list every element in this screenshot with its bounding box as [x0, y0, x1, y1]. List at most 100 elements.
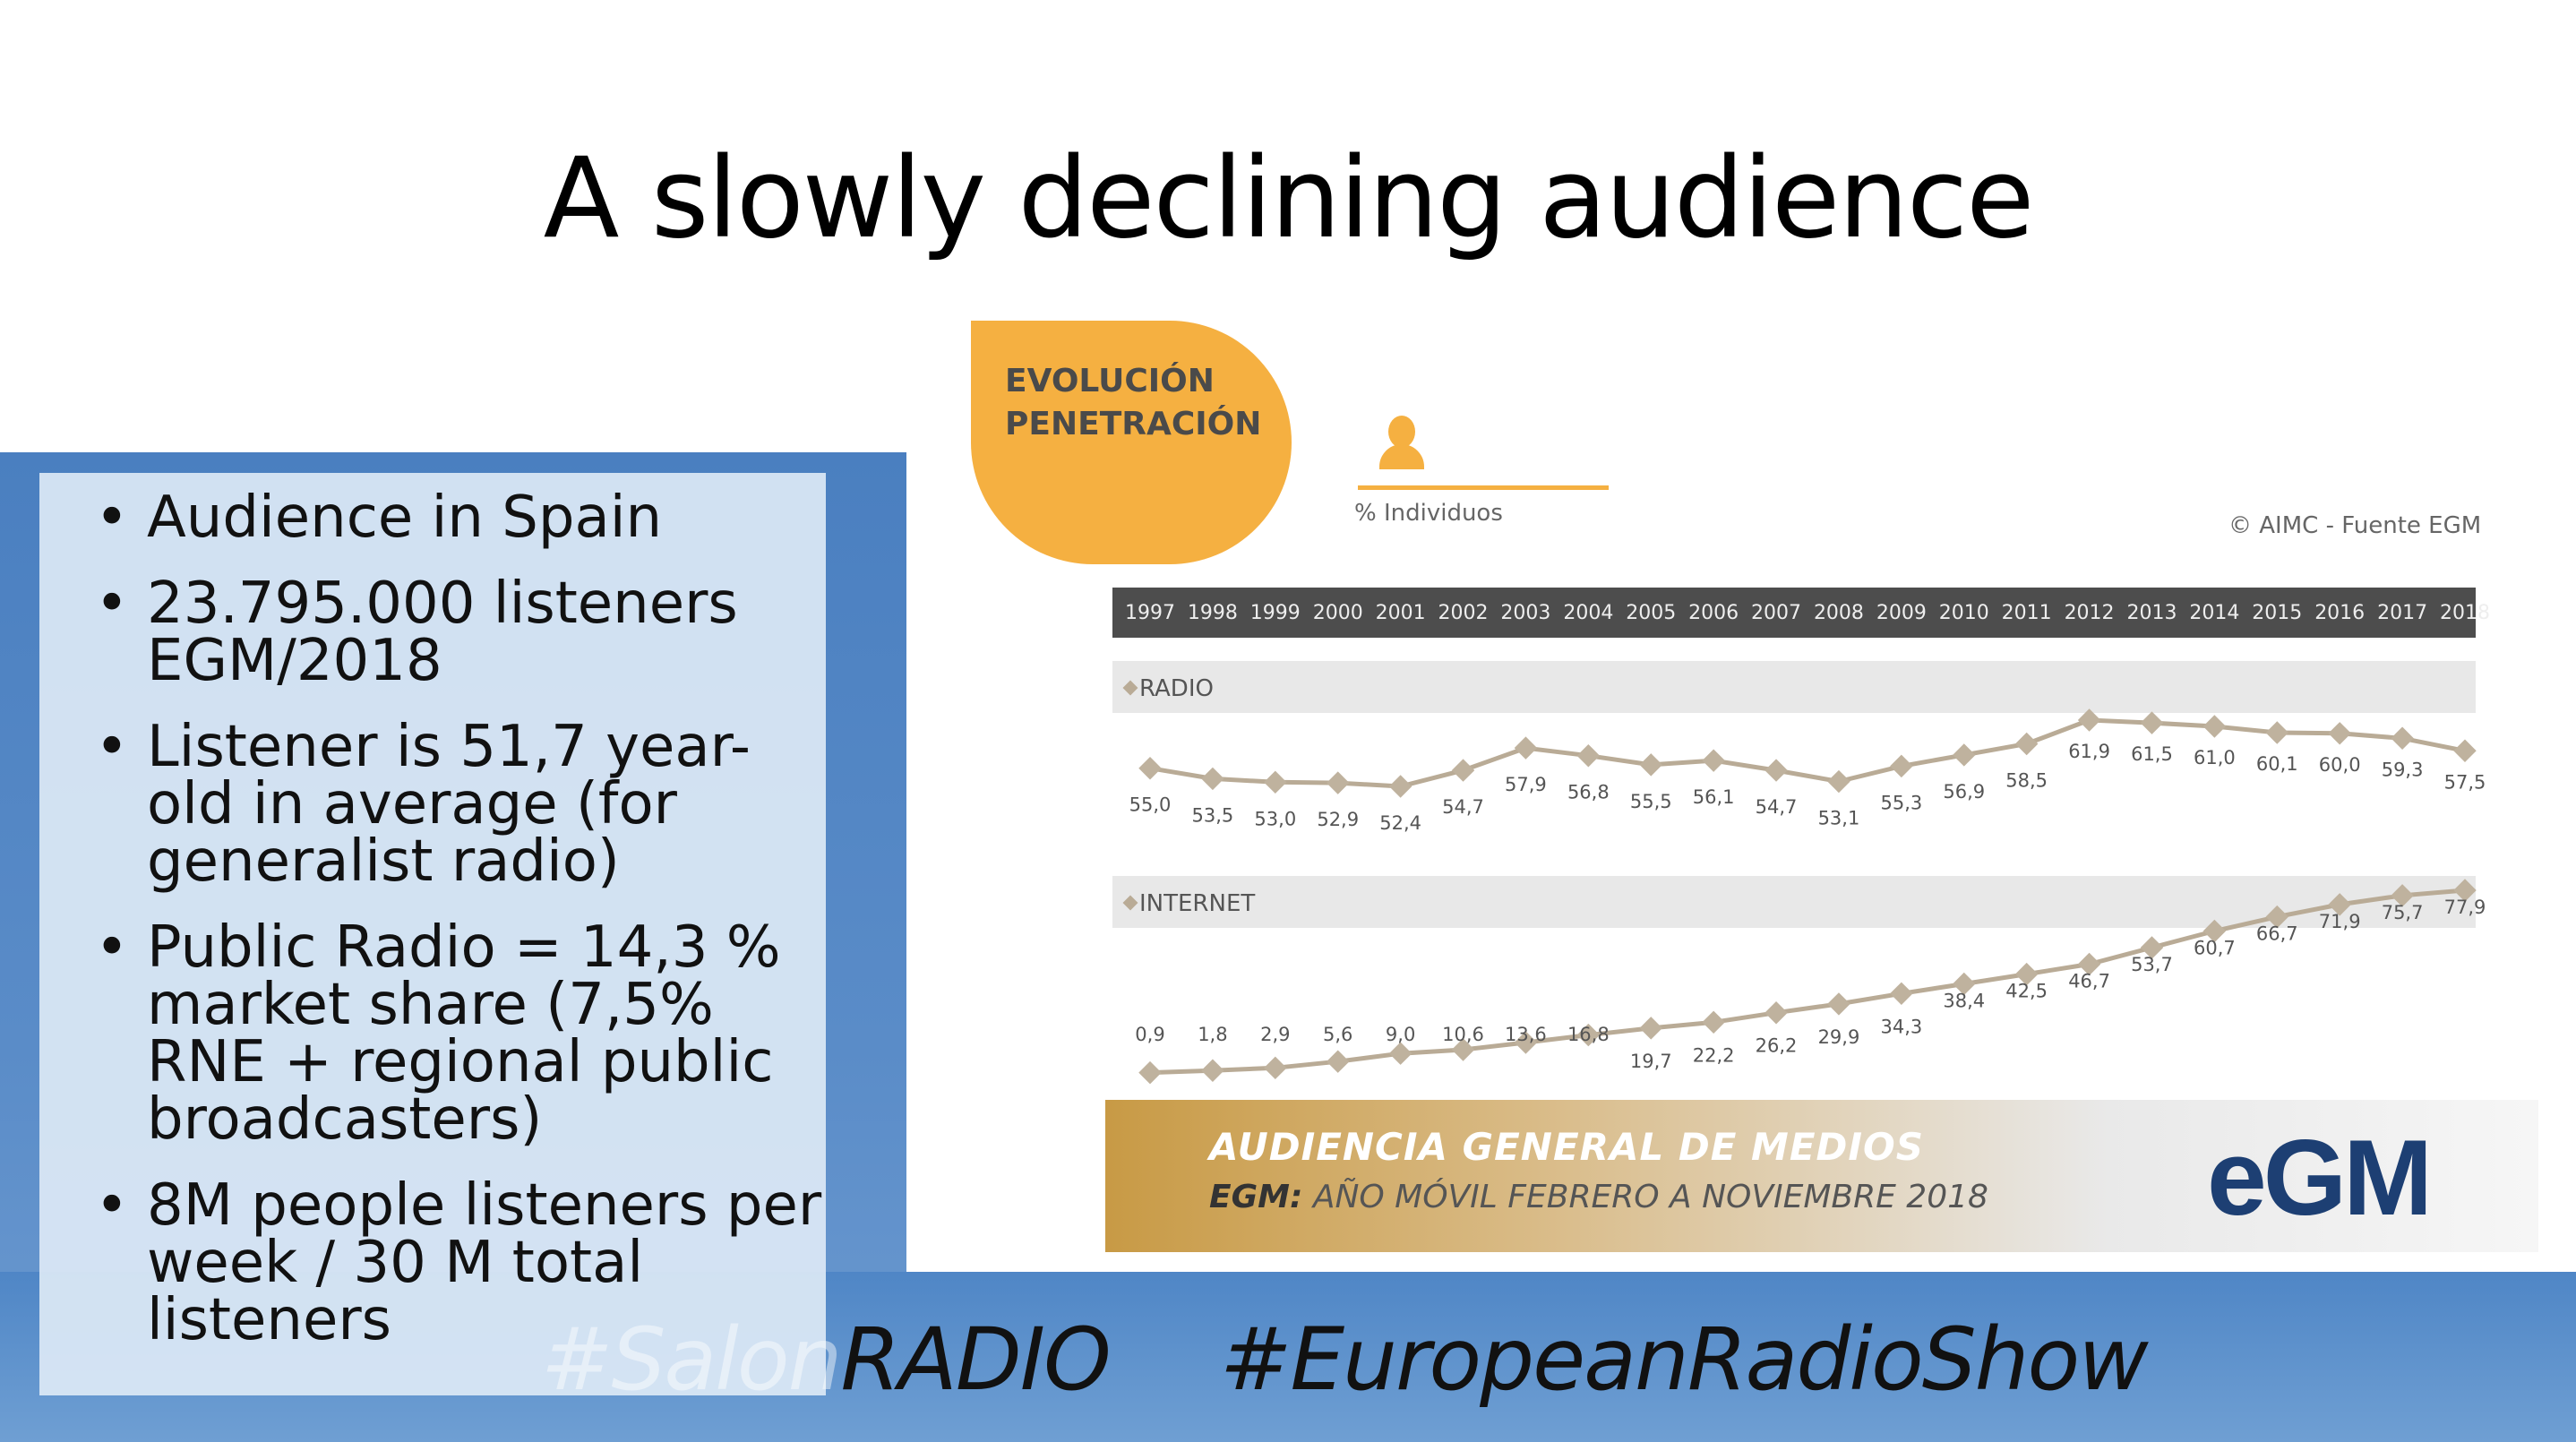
footer-subtitle-bold: EGM:	[1209, 1179, 1303, 1215]
slide-title: A slowly declining audience	[543, 134, 2035, 263]
internet-data-label: 5,6	[1323, 1024, 1352, 1045]
bullet-dot-icon: •	[95, 714, 129, 780]
radio-data-point	[2140, 711, 2164, 734]
radio-data-label: 56,8	[1567, 782, 1610, 803]
radio-data-point	[1765, 759, 1788, 782]
internet-data-label: 66,7	[2256, 923, 2298, 945]
year-tick-label: 1999	[1249, 602, 1301, 624]
bullet-text: 8M people listeners per week / 30 M tota…	[147, 1172, 822, 1353]
line-chart: 55,0 53,5 53,0 52,9 52,4 54,7 57,9 56,8 55,5 56,1…	[1129, 708, 2486, 1085]
year-tick-label: 2007	[1751, 602, 1802, 624]
internet-data-point	[2265, 905, 2289, 929]
year-tick-label: 2006	[1688, 602, 1739, 624]
year-tick-label: 2011	[2001, 602, 2052, 624]
radio-data-point	[1953, 743, 1976, 767]
year-tick-label: 2017	[2377, 602, 2428, 624]
internet-data-label: 77,9	[2444, 897, 2486, 918]
hashtag-salon-radio: #SalonRADIO	[541, 1309, 1112, 1410]
radio-data-label: 59,3	[2382, 759, 2424, 780]
legend-label-radio: RADIO	[1139, 675, 1214, 702]
radio-data-label: 61,9	[2068, 741, 2110, 762]
internet-data-point	[2014, 962, 2039, 986]
speech-bubble	[971, 321, 1292, 564]
internet-data-label: 46,7	[2068, 971, 2110, 992]
radio-data-label: 55,5	[1630, 791, 1672, 812]
bubble-line-2: PENETRACIÓN	[1005, 406, 1262, 442]
internet-data-label: 13,6	[1505, 1024, 1547, 1045]
year-tick-label: 2015	[2252, 602, 2303, 624]
radio-data-label: 53,0	[1254, 808, 1296, 829]
radio-series-line	[1149, 717, 2466, 789]
hashtag-european-radio-show: #EuropeanRadioShow	[1220, 1309, 2149, 1410]
year-tick-label: 2012	[2064, 602, 2115, 624]
source-note: © AIMC - Fuente EGM	[2228, 512, 2482, 539]
radio-data-point	[1639, 753, 1662, 777]
radio-data-point	[1201, 767, 1224, 791]
radio-data-label: 52,4	[1379, 812, 1421, 834]
internet-data-label: 10,6	[1442, 1024, 1484, 1045]
radio-data-label: 60,0	[2319, 754, 2361, 776]
internet-data-point	[2202, 919, 2227, 943]
bullet-dot-icon: •	[95, 485, 129, 551]
internet-data-label: 1,8	[1198, 1024, 1227, 1045]
radio-data-point	[1576, 743, 1601, 768]
year-tick-label: 2004	[1563, 602, 1614, 624]
internet-data-point	[1639, 1017, 1662, 1040]
internet-data-label: 34,3	[1880, 1016, 1922, 1037]
bullet-dot-icon: •	[95, 571, 129, 637]
radio-data-point	[2014, 732, 2039, 756]
legend-label-internet: INTERNET	[1139, 890, 1256, 917]
year-tick-label: 2003	[1500, 602, 1551, 624]
bullet-list: • Audience in Spain • 23.795.000 listeners…	[95, 489, 838, 1378]
bullet-text: Listener is 51,7 year-old in average (fo…	[147, 714, 751, 895]
internet-data-point	[1388, 1042, 1413, 1065]
radio-data-label: 55,0	[1129, 794, 1172, 816]
internet-data-point	[1702, 1010, 1725, 1034]
radio-data-point	[1451, 759, 1475, 782]
hashtag-salon-ghost: #Salon	[541, 1309, 842, 1410]
year-tick-label: 2016	[2314, 602, 2366, 624]
legend-band-internet: INTERNET	[1112, 876, 2476, 928]
radio-data-label: 53,1	[1818, 808, 1860, 829]
internet-data-point	[1264, 1056, 1287, 1080]
radio-data-point	[2265, 721, 2289, 744]
year-tick-label: 1998	[1187, 602, 1238, 624]
radio-data-point	[1514, 736, 1538, 760]
bullet-panel: • Audience in Spain • 23.795.000 listeners…	[39, 473, 826, 1395]
person-icon	[1388, 416, 1415, 448]
year-tick-label: 2005	[1626, 602, 1677, 624]
bullet-dot-icon: •	[95, 1172, 129, 1239]
radio-data-point	[1827, 769, 1850, 794]
radio-data-label: 61,0	[2194, 747, 2236, 768]
radio-data-label: 57,5	[2444, 771, 2486, 793]
internet-data-label: 16,8	[1567, 1024, 1610, 1045]
radio-data-label: 52,9	[1317, 809, 1359, 830]
egm-footer-band: AUDIENCIA GENERAL DE MEDIOS EGM: AÑO MÓV…	[1105, 1100, 2538, 1252]
internet-data-point	[1890, 982, 1913, 1006]
internet-data-label: 71,9	[2319, 911, 2361, 932]
internet-data-label: 22,2	[1693, 1044, 1735, 1066]
internet-data-point	[1765, 1000, 1788, 1025]
bubble-line-1: EVOLUCIÓN	[1005, 363, 1215, 399]
infographic: EVOLUCIÓN PENETRACIÓN % Individuos © AIM…	[906, 313, 2576, 1272]
radio-data-label: 57,9	[1505, 774, 1547, 795]
radio-data-label: 55,3	[1880, 792, 1922, 813]
bullet-text: Audience in Spain	[147, 485, 663, 551]
radio-data-label: 53,5	[1192, 804, 1234, 826]
internet-data-label: 53,7	[2131, 954, 2173, 975]
radio-data-label: 61,5	[2131, 743, 2173, 765]
internet-data-point	[1576, 1023, 1601, 1047]
internet-data-label: 9,0	[1386, 1024, 1415, 1045]
year-tick-label: 1997	[1125, 602, 1175, 624]
internet-data-point	[1138, 1060, 1162, 1085]
radio-data-label: 54,7	[1442, 796, 1484, 818]
internet-data-label: 60,7	[2194, 937, 2236, 958]
internet-data-label: 2,9	[1260, 1024, 1290, 1045]
bullet-text: 23.795.000 listeners EGM/2018	[147, 571, 738, 694]
year-tick-label: 2001	[1375, 602, 1426, 624]
radio-data-point	[1702, 749, 1725, 772]
footer-subtitle-rest: AÑO MÓVIL FEBRERO A NOVIEMBRE 2018	[1302, 1179, 1988, 1215]
legend-band-radio: RADIO	[1112, 661, 2476, 713]
bullet-item: • 8M people listeners per week / 30 M tot…	[95, 1177, 838, 1349]
year-tick-label: 2014	[2189, 602, 2240, 624]
